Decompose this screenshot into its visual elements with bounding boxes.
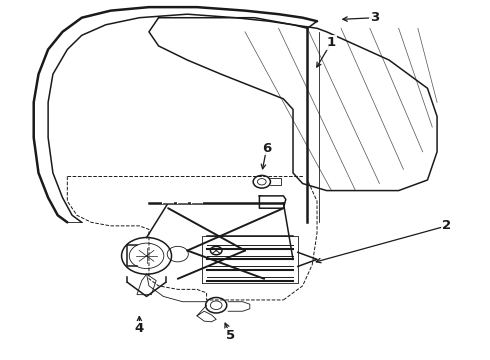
Text: 1: 1: [327, 36, 336, 49]
Text: 5: 5: [226, 329, 235, 342]
Text: 6: 6: [262, 142, 271, 155]
Text: 2: 2: [442, 219, 451, 232]
Text: 3: 3: [370, 11, 379, 24]
Text: 4: 4: [135, 322, 144, 335]
